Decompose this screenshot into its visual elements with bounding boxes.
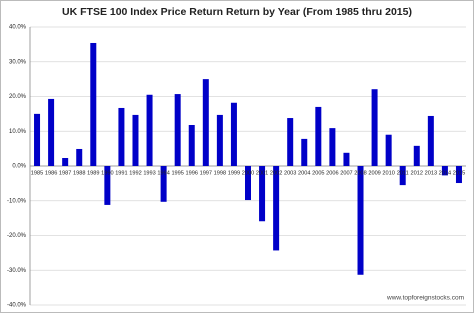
x-tick-label: 1999 <box>228 170 240 176</box>
watermark: www.topforeignstocks.com <box>386 295 464 302</box>
bar <box>160 166 167 202</box>
bar <box>132 114 139 166</box>
bar <box>301 138 308 166</box>
bar <box>371 89 378 166</box>
x-tick-label: 2009 <box>368 170 380 176</box>
x-tick-label: 1995 <box>171 170 183 176</box>
x-tick-label: 2001 <box>256 170 268 176</box>
x-tick-label: 2011 <box>397 170 409 176</box>
bar <box>62 158 69 166</box>
bar <box>315 106 322 166</box>
bar <box>202 79 209 166</box>
bar <box>188 124 195 166</box>
y-tick-label: 0.0% <box>12 164 26 170</box>
x-tick-label: 1987 <box>59 170 71 176</box>
y-tick-label: -20.0% <box>7 233 27 239</box>
y-tick-label: -40.0% <box>7 303 27 309</box>
x-tick-label: 1989 <box>87 170 99 176</box>
x-tick-label: 1985 <box>31 170 43 176</box>
bar <box>273 166 280 251</box>
x-tick-label: 1992 <box>129 170 141 176</box>
chart-title: UK FTSE 100 Index Price Return Return by… <box>62 6 412 18</box>
x-tick-label: 2007 <box>340 170 352 176</box>
x-tick-label: 1993 <box>143 170 155 176</box>
bar <box>104 166 111 205</box>
x-tick-label: 2004 <box>298 170 310 176</box>
bar <box>34 113 41 166</box>
y-tick-label: 30.0% <box>9 59 27 65</box>
x-tick-label: 2008 <box>354 170 366 176</box>
bar <box>48 98 55 166</box>
x-tick-label: 1986 <box>45 170 57 176</box>
bar <box>90 42 97 166</box>
x-tick-label: 1990 <box>101 170 113 176</box>
bar <box>385 134 392 166</box>
bar <box>287 118 294 166</box>
bar <box>76 148 83 166</box>
y-tick-label: -30.0% <box>7 268 27 274</box>
x-tick-label: 1996 <box>186 170 198 176</box>
bar <box>399 166 406 186</box>
x-tick-label: 1994 <box>157 170 169 176</box>
x-tick-label: 2000 <box>242 170 254 176</box>
bar <box>174 94 181 166</box>
x-tick-label: 2014 <box>439 170 451 176</box>
x-tick-label: 2015 <box>453 170 465 176</box>
bar <box>427 115 434 166</box>
bar <box>329 128 336 166</box>
y-tick-label: 40.0% <box>9 25 27 31</box>
bar <box>441 166 448 176</box>
x-tick-label: 2012 <box>411 170 423 176</box>
x-tick-label: 1997 <box>200 170 212 176</box>
x-tick-label: 2010 <box>382 170 394 176</box>
bar <box>146 94 153 166</box>
x-tick-label: 2002 <box>270 170 282 176</box>
x-tick-label: 2013 <box>425 170 437 176</box>
bar <box>413 145 420 166</box>
x-tick-label: 1991 <box>115 170 127 176</box>
bar <box>216 114 223 166</box>
bar <box>455 166 462 184</box>
y-tick-label: 20.0% <box>9 94 27 100</box>
x-tick-label: 2003 <box>284 170 296 176</box>
bar <box>230 102 237 166</box>
bar <box>259 166 266 222</box>
x-tick-label: 2006 <box>326 170 338 176</box>
x-tick-label: 2005 <box>312 170 324 176</box>
bar <box>245 166 251 201</box>
bar <box>118 107 125 166</box>
bar <box>357 166 364 275</box>
y-tick-label: -10.0% <box>7 198 27 204</box>
x-tick-label: 1988 <box>73 170 85 176</box>
bar <box>343 152 350 166</box>
y-tick-label: 10.0% <box>9 129 27 135</box>
x-tick-label: 1998 <box>214 170 226 176</box>
